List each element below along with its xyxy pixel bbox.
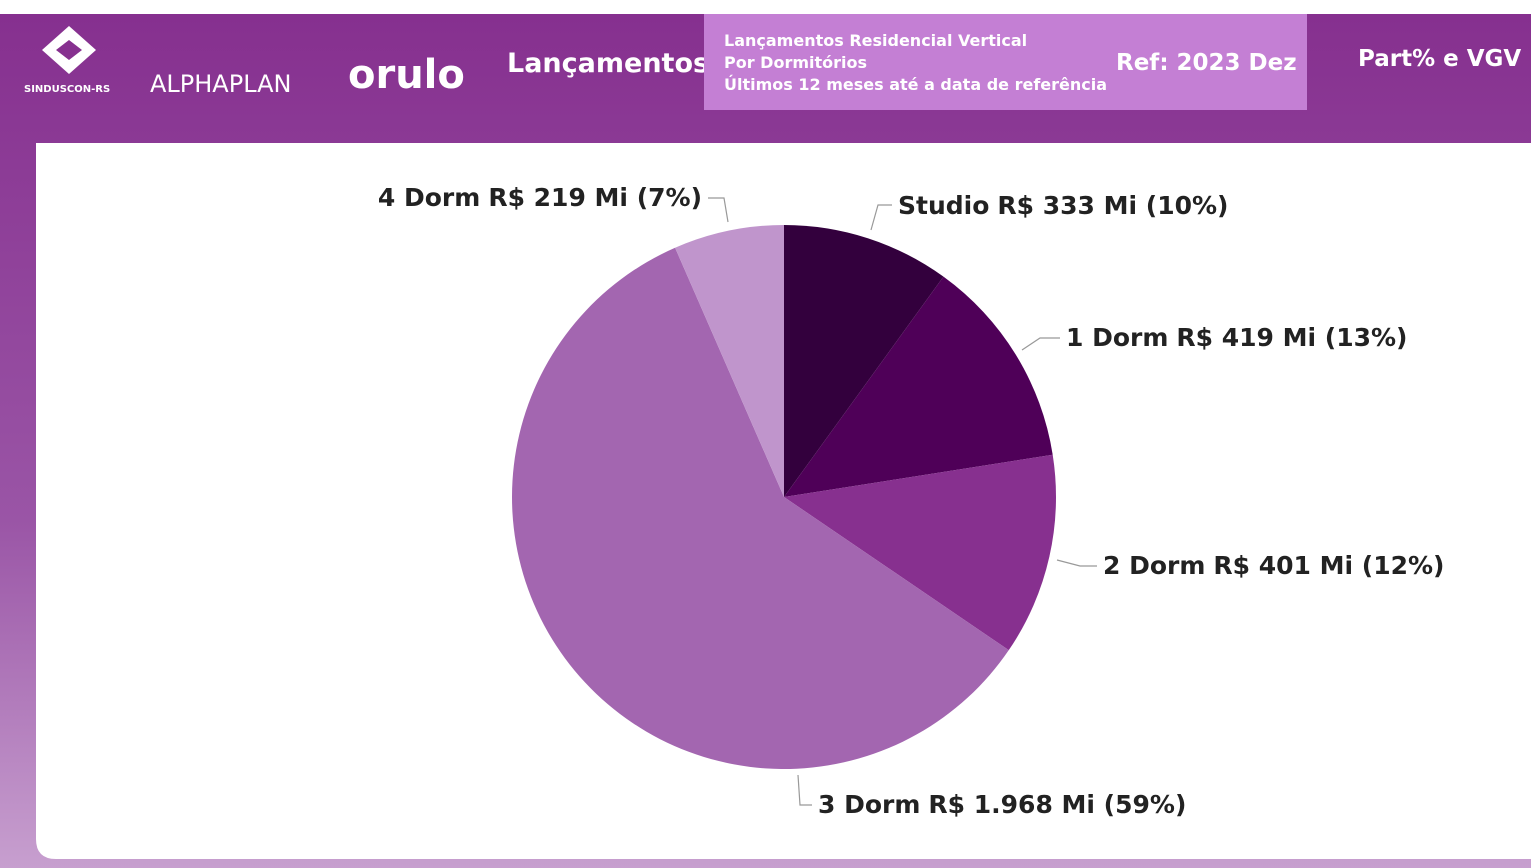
leader-line: [708, 197, 729, 223]
value-label: R$ 1.968 Mi (59%): [928, 790, 1186, 819]
logo-alphaplan: ALPHAPLAN: [150, 70, 292, 98]
leader-line: [1021, 337, 1060, 351]
pie-slice: [784, 454, 1056, 651]
category-name: 3 Dorm: [818, 790, 920, 819]
section-title: Lançamentos: [507, 48, 710, 79]
pie-slice: [784, 276, 1053, 497]
data-label: 4 Dorm R$ 219 Mi (7%): [378, 183, 702, 212]
data-label: 1 Dorm R$ 419 Mi (13%): [1066, 323, 1408, 352]
subtitle-line: Por Dormitórios: [724, 53, 868, 72]
logo-sinduscon: SINDUSCON-RS: [22, 22, 117, 100]
data-label: 2 Dorm R$ 401 Mi (12%): [1103, 551, 1445, 580]
logo-orulo: orulo: [348, 52, 465, 98]
leader-line: [870, 204, 892, 231]
chart: Studio R$ 333 Mi (10%) 1 Dorm R$ 419 Mi (13…: [36, 143, 1531, 859]
data-label: 3 Dorm R$ 1.968 Mi (59%): [818, 790, 1186, 819]
value-label: R$ 401 Mi (12%): [1213, 551, 1444, 580]
category-name: 4 Dorm: [378, 183, 480, 212]
leader-line: [1056, 559, 1097, 567]
view-title: Part% e VGV: [1358, 46, 1522, 72]
logo-shape: [56, 40, 82, 60]
subtitle: Lançamentos Residencial Vertical Por Dor…: [724, 30, 1107, 96]
subtitle-line: Últimos 12 meses até a data de referênci…: [724, 75, 1108, 94]
subtitle-line: Lançamentos Residencial Vertical: [724, 31, 1028, 50]
leader-line: [797, 774, 812, 806]
pie-slice: [675, 225, 784, 497]
category-name: 2 Dorm: [1103, 551, 1205, 580]
pie-slice: [512, 247, 1009, 770]
subtitle-box: Lançamentos Residencial Vertical Por Dor…: [704, 14, 1307, 110]
value-label: R$ 419 Mi (13%): [1176, 323, 1407, 352]
value-label: R$ 219 Mi (7%): [488, 183, 702, 212]
category-name: 1 Dorm: [1066, 323, 1168, 352]
category-name: Studio: [898, 191, 989, 220]
reference: Ref: 2023 Dez: [1116, 50, 1297, 76]
pie-slice: [784, 225, 944, 497]
data-label: Studio R$ 333 Mi (10%): [898, 191, 1229, 220]
value-label: R$ 333 Mi (10%): [997, 191, 1228, 220]
logo-text: SINDUSCON-RS: [24, 84, 111, 95]
